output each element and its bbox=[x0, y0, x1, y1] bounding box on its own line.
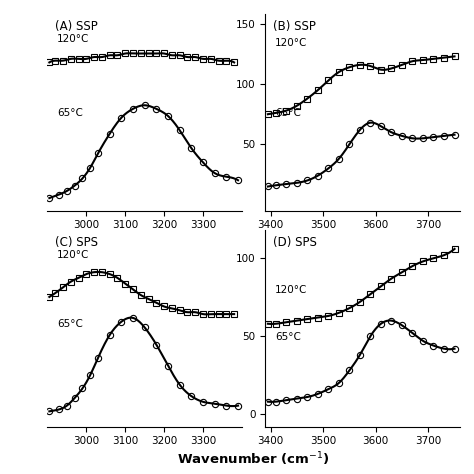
Text: 120°C: 120°C bbox=[275, 285, 307, 295]
Text: 65°C: 65°C bbox=[57, 109, 83, 118]
Text: Wavenumber (cm$^{-1}$): Wavenumber (cm$^{-1}$) bbox=[177, 451, 330, 468]
Text: 120°C: 120°C bbox=[57, 34, 90, 44]
Text: (B) SSP: (B) SSP bbox=[273, 20, 316, 33]
Text: (C) SPS: (C) SPS bbox=[55, 236, 98, 249]
Text: 65°C: 65°C bbox=[275, 332, 301, 342]
Text: 120°C: 120°C bbox=[275, 38, 307, 48]
Text: 120°C: 120°C bbox=[57, 250, 90, 260]
Text: 65°C: 65°C bbox=[275, 109, 301, 118]
Text: (A) SSP: (A) SSP bbox=[55, 20, 98, 33]
Text: 65°C: 65°C bbox=[57, 319, 83, 328]
Text: (D) SPS: (D) SPS bbox=[273, 236, 317, 249]
